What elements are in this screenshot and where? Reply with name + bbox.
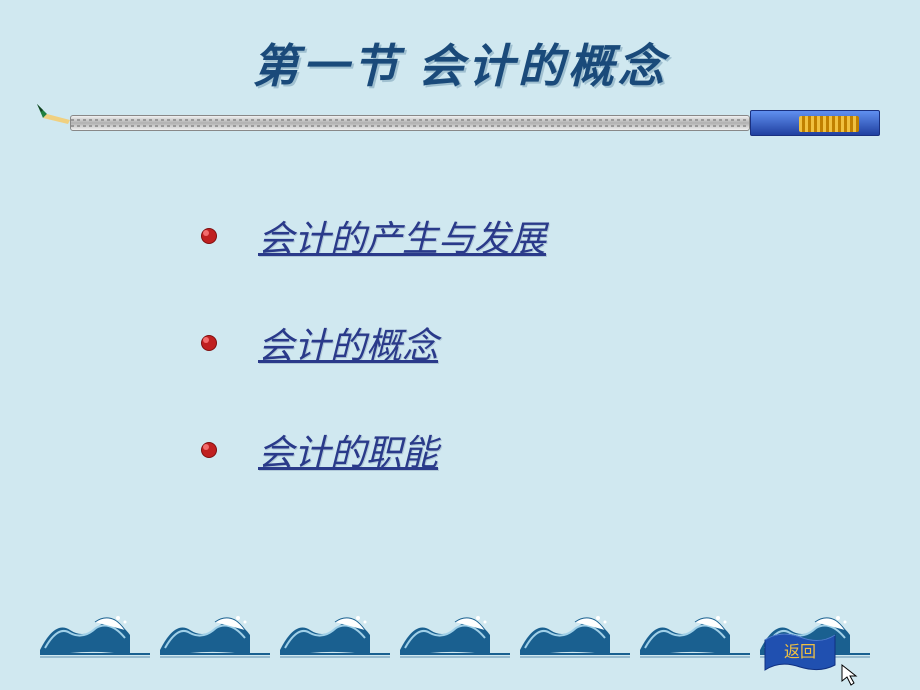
back-label: 返回 xyxy=(784,643,816,661)
page-title: 第一节 会计的概念 xyxy=(0,0,920,96)
bar-body xyxy=(70,115,750,131)
pencil-icon xyxy=(35,102,75,132)
bullet-icon xyxy=(200,441,218,459)
bar-coil xyxy=(799,116,859,132)
link-functions[interactable]: 会计的职能 xyxy=(258,424,438,476)
back-button[interactable]: 返回 xyxy=(760,625,840,680)
cursor-icon xyxy=(840,663,865,688)
link-concept[interactable]: 会计的概念 xyxy=(258,317,438,369)
menu-item: 会计的职能 xyxy=(200,424,546,476)
link-origin-development[interactable]: 会计的产生与发展 xyxy=(258,210,546,262)
menu-item: 会计的概念 xyxy=(200,317,546,369)
wave-decoration xyxy=(40,610,880,660)
menu-item: 会计的产生与发展 xyxy=(200,210,546,262)
bullet-icon xyxy=(200,334,218,352)
bullet-icon xyxy=(200,227,218,245)
menu-list: 会计的产生与发展 会计的概念 会计的职能 xyxy=(200,210,546,531)
divider-bar xyxy=(40,110,880,140)
bar-end xyxy=(750,110,880,136)
